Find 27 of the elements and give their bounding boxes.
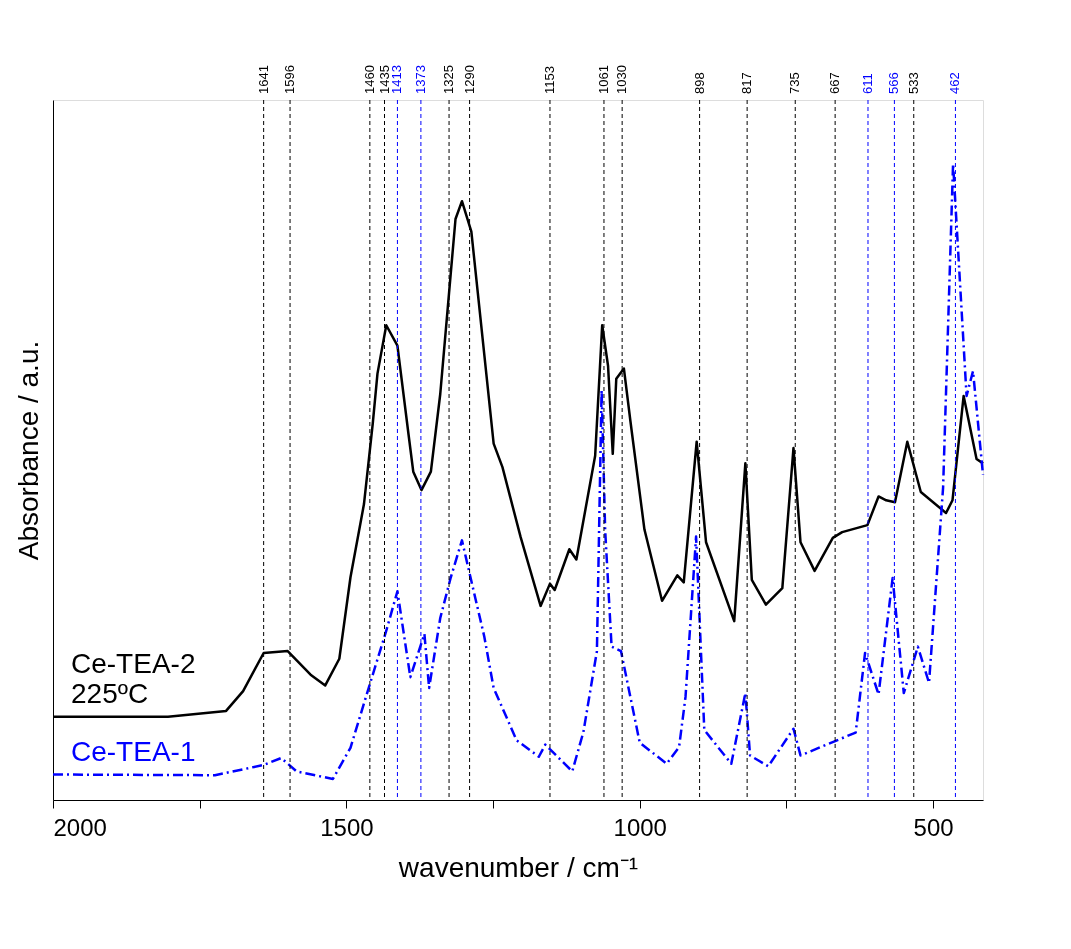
- ref-line-label: 735: [787, 72, 803, 94]
- ref-line-label: 1061: [595, 65, 611, 94]
- x-tick-label: 1000: [613, 813, 667, 841]
- ref-line-label: 1373: [412, 65, 428, 94]
- x-tick-label: 500: [913, 813, 954, 841]
- ref-line-label: 1325: [441, 65, 457, 94]
- ref-line-label: 533: [905, 72, 921, 94]
- x-tick-label: 2000: [53, 813, 107, 841]
- ref-line-label: 817: [739, 72, 755, 94]
- ref-line-label: 1413: [389, 65, 405, 94]
- ref-line-label: 1030: [614, 65, 630, 94]
- ref-line-label: 667: [827, 72, 843, 94]
- x-tick-label: 1500: [320, 813, 374, 841]
- ref-line-label: 1435: [376, 65, 392, 94]
- ref-line-label: 1641: [255, 65, 271, 94]
- ref-line-label: 566: [886, 72, 902, 94]
- ref-line-label: 1596: [282, 65, 298, 94]
- ref-line-label: 1290: [461, 65, 477, 94]
- series-label: Ce-TEA-1: [71, 735, 196, 767]
- x-axis-title: wavenumber / cm⁻¹: [397, 851, 639, 883]
- ref-line-label: 611: [860, 73, 875, 94]
- y-axis-title: Absorbance / a.u.: [12, 340, 44, 561]
- series-label: Ce-TEA-2 225ºC: [71, 647, 196, 709]
- ref-line-label: 898: [691, 72, 707, 94]
- ref-line-label: 462: [947, 72, 963, 94]
- ref-line-label: 1153: [541, 66, 557, 94]
- ref-line-label: 1460: [361, 65, 377, 94]
